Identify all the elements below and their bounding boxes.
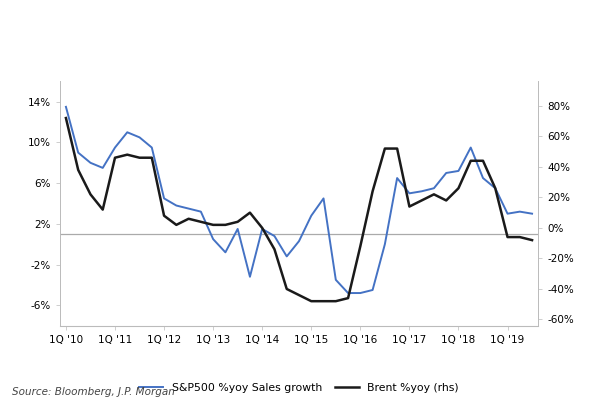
Text: Source: Bloomberg, J.P. Morgan: Source: Bloomberg, J.P. Morgan bbox=[12, 387, 175, 397]
Legend: S&P500 %yoy Sales growth, Brent %yoy (rhs): S&P500 %yoy Sales growth, Brent %yoy (rh… bbox=[135, 379, 463, 397]
Text: S&P500 sales growth vs oil price: S&P500 sales growth vs oil price bbox=[11, 16, 332, 34]
